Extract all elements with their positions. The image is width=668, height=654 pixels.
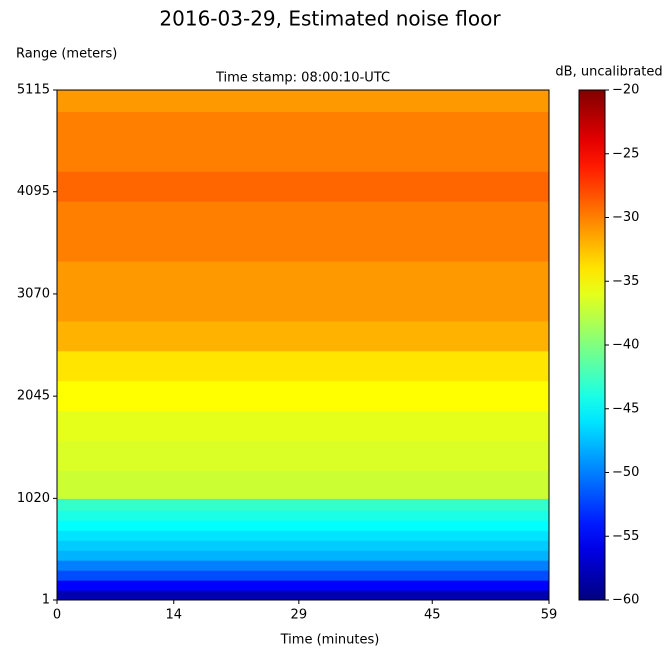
heat-band [57,111,549,142]
x-tick-label: 29 [291,608,308,623]
x-tick-label: 59 [541,608,558,623]
colorbar-label: dB, uncalibrated [555,65,662,80]
colorbar-tick-label: −60 [612,593,639,608]
heat-band [57,201,549,232]
x-tick-label: 0 [53,608,61,623]
heat-band [57,261,549,292]
x-axis-label: Time (minutes) [280,633,380,648]
y-tick-label: 1020 [17,491,50,506]
heat-band [57,90,549,112]
heat-band [57,520,549,531]
heat-band [57,380,549,412]
plot-frame [56,89,550,601]
colorbar-tick-label: −20 [612,83,639,98]
heat-band [57,141,549,172]
chart-title: 2016-03-29, Estimated noise floor [159,7,501,31]
heat-band [57,580,549,591]
y-tick-label: 1 [42,593,50,608]
heat-band [57,231,549,262]
colorbar-tick-label: −35 [612,274,639,289]
y-axis-label: Range (meters) [16,47,117,62]
colorbar-tick-label: −40 [612,338,639,353]
chart-subtitle: Time stamp: 08:00:10-UTC [215,71,390,86]
y-tick-label: 3070 [17,286,50,301]
x-tick-label: 45 [424,608,441,623]
heat-band [57,171,549,202]
heat-band [57,320,549,352]
y-tick-label: 2045 [17,389,50,404]
heat-band [57,550,549,561]
colorbar-tick-label: −30 [612,210,639,225]
heat-band [57,440,549,471]
heat-band [57,290,549,322]
heat-band [57,530,549,541]
heat-band [57,498,549,511]
heat-band [57,510,549,521]
heat-band [57,570,549,581]
heat-band [57,560,549,571]
x-tick-label: 14 [165,608,182,623]
heat-band [57,590,549,601]
y-tick-label: 4095 [17,184,50,199]
colorbar-tick-label: −50 [612,465,639,480]
heat-band [57,470,549,499]
colorbar-tick-label: −55 [612,529,639,544]
colorbar-tick-label: −45 [612,401,639,416]
heat-band [57,410,549,442]
colorbar-tick-label: −25 [612,146,639,161]
heat-band [57,540,549,551]
colorbar [578,89,606,601]
heat-band [57,350,549,382]
y-tick-label: 5115 [17,83,50,98]
